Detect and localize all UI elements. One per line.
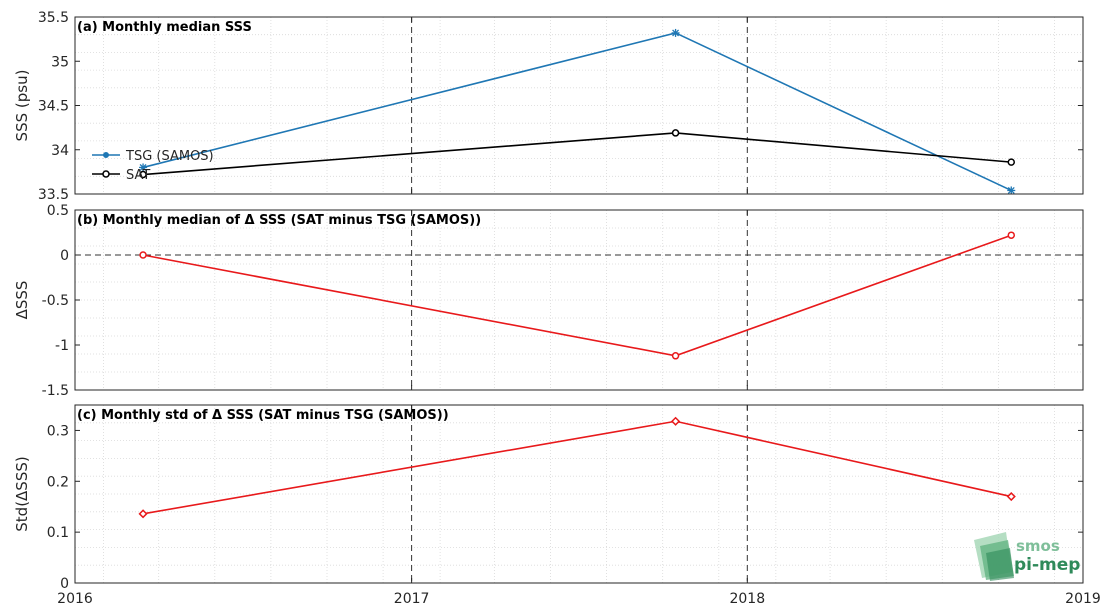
data-point — [1007, 158, 1016, 166]
data-point — [139, 170, 147, 179]
panel-2: -1.5 -1 -0.5 0 0.5 (b) Monthly median of Δ SS… — [13, 203, 1084, 399]
y-axis-label: SSS (psu) — [13, 70, 31, 142]
legend: TSG (SAMOS) SAT — [92, 149, 214, 183]
y-tick-label: 0 — [60, 576, 69, 592]
plot-frame — [74, 209, 1084, 391]
y-tick-label: 35.5 — [38, 10, 69, 26]
y-tick-label: 34 — [51, 143, 69, 159]
data-point — [1006, 491, 1016, 502]
y-tick-label: 0.3 — [47, 423, 69, 439]
x-axis: 2016 2017 2018 2019 — [57, 591, 1101, 607]
data-point — [1007, 186, 1016, 195]
y-tick-label: 0.2 — [47, 474, 69, 490]
panel-1: 33.5 34 34.5 35 35.5 (a) Monthly median SSS SS… — [13, 10, 1084, 203]
plot-frame — [74, 404, 1084, 584]
logo-mark — [974, 532, 1014, 581]
y-tick-label: -1.5 — [42, 383, 69, 399]
panel-title: (a) Monthly median SSS — [77, 20, 252, 35]
y-tick-label: -1 — [55, 338, 69, 354]
legend-label: SAT — [126, 168, 150, 183]
y-tick-label: 0.1 — [47, 525, 69, 541]
x-tick-label: 2019 — [1065, 591, 1101, 607]
data-point — [139, 163, 148, 172]
legend-marker — [102, 170, 110, 178]
y-tick-label: -0.5 — [42, 293, 69, 309]
y-tick-label: 33.5 — [38, 187, 69, 203]
data-point — [671, 129, 680, 137]
data-point — [671, 416, 681, 426]
legend-marker — [103, 152, 109, 158]
y-tick-label: 0.5 — [47, 203, 69, 219]
y-tick-label: 0 — [60, 248, 69, 264]
x-tick-label: 2016 — [57, 591, 93, 607]
panel-title: (b) Monthly median of Δ SSS (SAT minus T… — [77, 213, 481, 228]
x-tick-label: 2017 — [394, 591, 430, 607]
data-point — [139, 251, 147, 259]
panel-3: 0 0.1 0.2 0.3 (c) Monthly std of Δ SSS (SAT … — [13, 404, 1084, 592]
y-tick-label: 35 — [51, 54, 69, 70]
legend-label: TSG (SAMOS) — [125, 149, 214, 164]
logo-text-pimep: pi-mep — [1014, 555, 1080, 575]
panel-title: (c) Monthly std of Δ SSS (SAT minus TSG … — [77, 408, 449, 423]
x-tick-label: 2018 — [729, 591, 765, 607]
data-point — [1007, 231, 1016, 239]
data-point — [671, 28, 680, 37]
plot-frame — [74, 16, 1084, 195]
y-axis-label: ΔSSS — [13, 281, 31, 320]
data-point — [138, 509, 148, 519]
data-point — [671, 352, 680, 360]
y-tick-label: 34.5 — [38, 99, 69, 115]
y-axis-label: Std(ΔSSS) — [13, 456, 31, 531]
smos-pi-mep-logo: smos pi-mep — [974, 532, 1080, 581]
logo-text-smos: smos — [1016, 537, 1060, 555]
panels: 33.5 34 34.5 35 35.5 (a) Monthly median SSS SS… — [13, 10, 1084, 592]
